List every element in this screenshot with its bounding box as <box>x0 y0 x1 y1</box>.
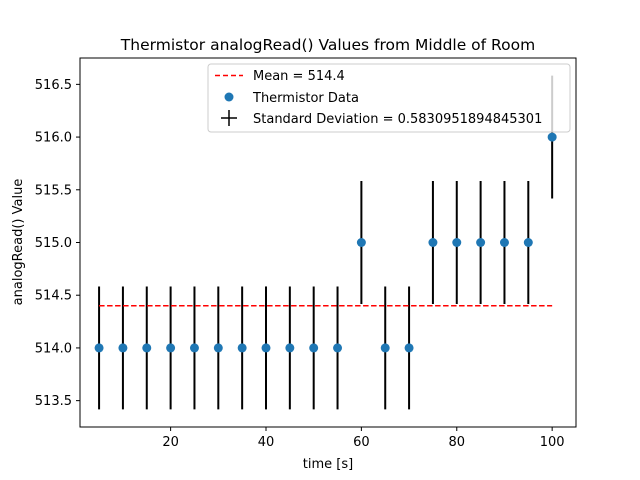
legend: Mean = 514.4 Thermistor Data Standard De… <box>207 63 571 133</box>
data-point <box>499 238 509 247</box>
data-point <box>166 343 176 353</box>
data-point <box>523 238 533 247</box>
data-point <box>452 238 462 247</box>
legend-label-mean: Mean = 514.4 <box>253 69 345 84</box>
data-point <box>428 238 438 247</box>
data-point <box>94 343 104 353</box>
y-axis-label: analogRead() Value <box>11 179 26 306</box>
x-tick-label: 100 <box>540 435 565 450</box>
data-point <box>118 343 128 353</box>
y-tick-label: 515.0 <box>35 236 72 251</box>
x-axis-label: time [s] <box>303 457 353 472</box>
data-point <box>142 343 152 353</box>
data-point <box>476 238 486 247</box>
x-tick-label: 20 <box>162 435 179 450</box>
data-point <box>380 343 390 353</box>
data-point <box>237 343 247 353</box>
x-tick-label: 60 <box>353 435 370 450</box>
legend-scatter-marker <box>224 92 234 102</box>
data-point <box>213 343 223 353</box>
data-point <box>189 343 199 353</box>
data-point <box>404 343 414 353</box>
y-tick-label: 516.0 <box>35 131 72 146</box>
data-point <box>285 343 295 353</box>
data-point <box>547 132 557 142</box>
y-tick-label: 514.0 <box>35 341 72 356</box>
legend-frame <box>207 63 571 133</box>
y-tick-label: 516.5 <box>35 78 72 93</box>
y-tick-label: 513.5 <box>35 394 72 409</box>
data-point <box>261 343 271 353</box>
plot-area <box>94 75 557 410</box>
data-point <box>309 343 319 353</box>
axis-ticks: 20 40 60 80 100 513.5 514.0 514.5 515.0 515.5 516.… <box>35 78 565 450</box>
y-tick-label: 515.5 <box>35 183 72 198</box>
legend-label-data: Thermistor Data <box>252 91 359 106</box>
data-point <box>333 343 343 353</box>
y-tick-label: 514.5 <box>35 289 72 304</box>
x-tick-label: 80 <box>448 435 465 450</box>
x-tick-label: 40 <box>258 435 275 450</box>
data-point <box>356 238 366 247</box>
legend-label-std: Standard Deviation = 0.5830951894845301 <box>253 112 542 127</box>
chart-title: Thermistor analogRead() Values from Midd… <box>120 36 535 54</box>
